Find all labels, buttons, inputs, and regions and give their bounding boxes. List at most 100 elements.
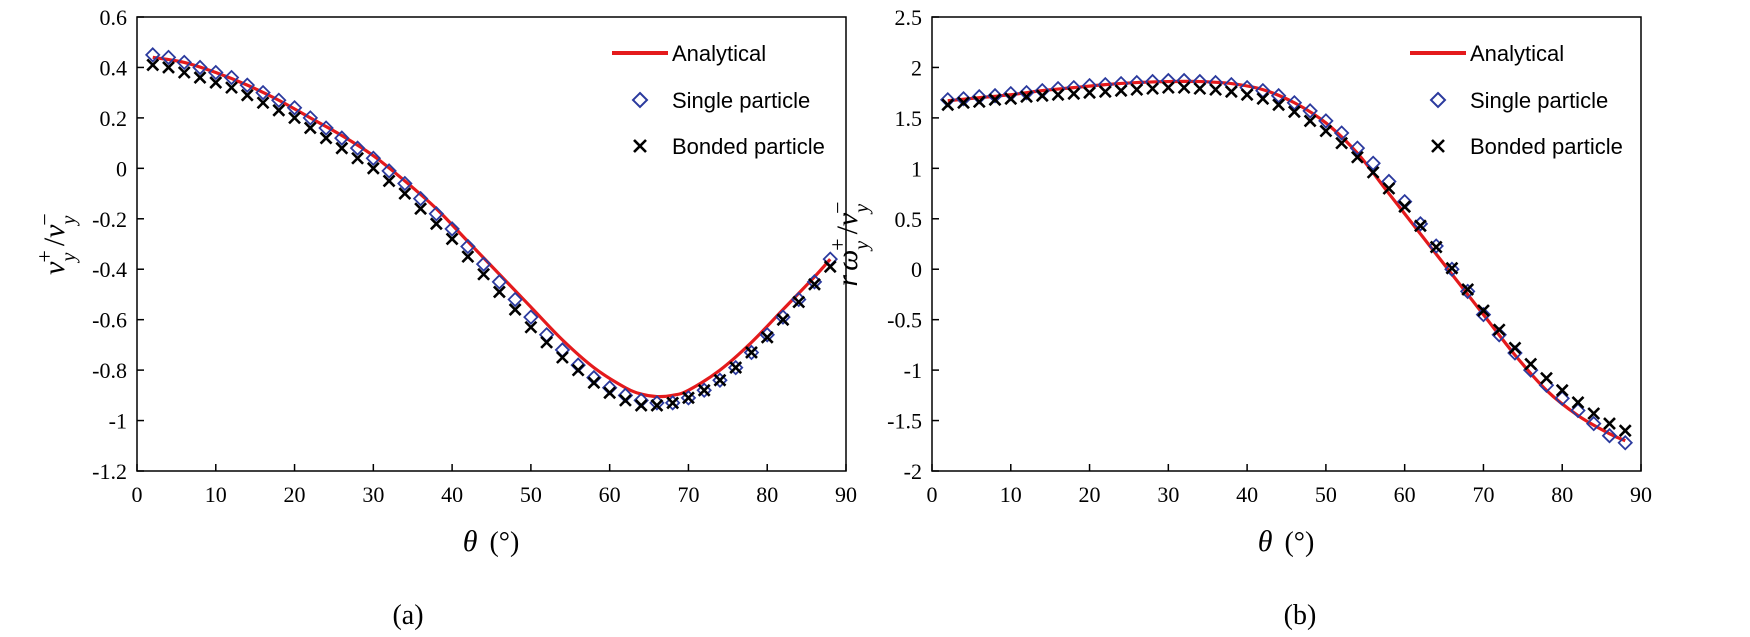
legend-label-single-a: Single particle (672, 88, 810, 113)
y-tick-label-a: 0 (116, 156, 127, 181)
data-point-bonded-b (957, 96, 970, 110)
x-tick-label-a: 30 (362, 482, 384, 507)
data-point-bonded-b (941, 98, 955, 112)
data-point-bonded-b (1350, 150, 1364, 164)
data-point-bonded-a (240, 88, 254, 102)
data-point-bonded-b (1571, 395, 1585, 409)
y-ticks-a: 0.6 0.4 0.2 0 -0.2 -0.4 -0.6 -0.8 -1 -1.2 (92, 5, 144, 484)
data-point-bonded-b (1020, 90, 1033, 104)
data-point-bonded-b (1540, 371, 1553, 385)
y-tick-label-b: 0.5 (895, 207, 923, 232)
data-point-single-b (1286, 94, 1303, 111)
data-point-single-b (1333, 125, 1350, 141)
data-point-bonded-a (461, 250, 475, 264)
legend-label-analytical-a: Analytical (672, 41, 766, 66)
data-point-bonded-a (524, 320, 538, 334)
y-ticks-b: 2.5 2 1.5 1 0.5 0 -0.5 -1 -1.5 -2 (887, 5, 939, 484)
y-tick-label-a: -0.8 (92, 358, 127, 383)
data-point-single-b (1018, 84, 1035, 101)
data-point-bonded-b (1429, 240, 1443, 254)
y-tick-label-a: -1.2 (92, 459, 127, 484)
data-point-bonded-b (1004, 92, 1018, 106)
data-point-bonded-a (634, 399, 648, 412)
chart-panel-a: 0.6 0.4 0.2 0 -0.2 -0.4 -0.6 -0.8 -1 -1.2 0 10 20 30… (32, 5, 858, 631)
data-point-single-a (334, 130, 350, 146)
data-point-bonded-a (776, 313, 790, 327)
legend-marker-bonded-b (1431, 139, 1445, 153)
y-tick-label-b: -2 (904, 459, 922, 484)
data-point-single-b (1459, 283, 1476, 300)
data-point-single-a (239, 77, 256, 93)
data-point-bonded-a (823, 260, 837, 274)
data-point-bonded-b (1382, 182, 1396, 195)
data-point-single-a (664, 395, 681, 411)
legend-marker-single-b (1429, 91, 1447, 109)
x-tick-label-b: 80 (1551, 482, 1573, 507)
legend-label-analytical-b: Analytical (1470, 41, 1564, 66)
data-point-bonded-a (445, 232, 459, 246)
data-point-bonded-a (619, 393, 632, 407)
data-point-bonded-b (1193, 82, 1207, 96)
x-tick-label-a: 60 (599, 482, 621, 507)
data-point-bonded-a (366, 161, 380, 175)
data-point-bonded-b (1508, 341, 1522, 355)
data-point-single-a (507, 291, 523, 308)
data-point-single-b (1617, 434, 1634, 451)
data-point-single-b (1318, 113, 1334, 129)
data-point-bonded-a (571, 363, 585, 377)
legend-b: Analytical Single particle Bonded partic… (1410, 41, 1623, 159)
data-point-single-a (208, 64, 224, 81)
data-point-single-b (987, 87, 1003, 104)
data-point-single-a (397, 175, 413, 192)
data-point-single-a (491, 274, 508, 290)
data-point-bonded-b (1287, 105, 1301, 119)
y-tick-label-a: 0.2 (100, 106, 128, 131)
data-point-bonded-b (1414, 219, 1427, 233)
data-point-bonded-b (1555, 383, 1569, 397)
data-point-single-a (475, 256, 492, 272)
data-point-single-b (1302, 103, 1318, 119)
x-tick-label-a: 50 (520, 482, 542, 507)
data-point-bonded-a (319, 131, 333, 145)
y-tick-label-a: -0.2 (92, 207, 127, 232)
x-tick-label-b: 30 (1157, 482, 1179, 507)
data-point-bonded-a (209, 76, 223, 89)
data-point-bonded-a (508, 303, 522, 316)
data-point-bonded-a (477, 267, 491, 281)
data-point-single-a (365, 150, 382, 167)
series-line-analytical-a (152, 55, 832, 399)
data-point-single-b (955, 90, 972, 107)
y-tick-label-b: -1 (904, 358, 922, 383)
data-point-bonded-b (1256, 92, 1270, 106)
x-tick-label-a: 0 (132, 482, 143, 507)
legend-a: Analytical Single particle Bonded partic… (612, 41, 825, 159)
data-point-bonded-a (335, 141, 349, 155)
data-point-single-b (1585, 415, 1602, 432)
data-point-single-a (412, 190, 429, 207)
data-point-bonded-a (682, 391, 695, 405)
data-point-bonded-a (414, 202, 428, 216)
legend-label-bonded-b: Bonded particle (1470, 134, 1623, 159)
data-point-bonded-b (1445, 261, 1459, 275)
data-point-bonded-a (288, 111, 301, 125)
data-point-bonded-a (429, 217, 443, 231)
data-point-bonded-b (1051, 88, 1065, 102)
caption-a: (a) (392, 600, 423, 631)
x-tick-label-b: 20 (1079, 482, 1101, 507)
x-tick-label-a: 10 (205, 482, 227, 507)
x-tick-label-b: 0 (927, 482, 938, 507)
data-point-bonded-a (146, 58, 160, 72)
data-point-single-a (743, 344, 760, 361)
data-point-single-a (381, 163, 397, 179)
plot-area-a (136, 16, 847, 472)
data-point-bonded-b (1618, 424, 1632, 438)
y-tick-label-b: 2.5 (895, 5, 923, 30)
data-point-bonded-b (1366, 165, 1380, 179)
data-point-single-b (1365, 155, 1381, 172)
data-point-single-a (349, 140, 366, 156)
data-point-bonded-b (1209, 83, 1223, 97)
data-point-bonded-a (492, 285, 506, 299)
data-point-bonded-b (1319, 124, 1333, 138)
data-point-bonded-a (808, 277, 821, 291)
